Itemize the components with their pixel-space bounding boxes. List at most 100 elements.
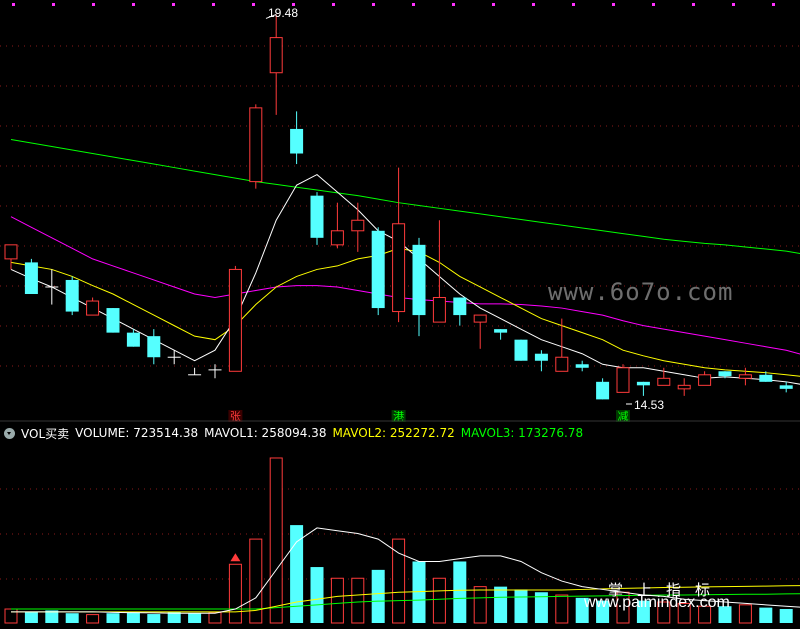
top-marker-dot xyxy=(332,3,335,6)
top-marker-dot xyxy=(692,3,695,6)
mavol-white-line xyxy=(11,527,800,614)
candle-body xyxy=(269,37,283,74)
moving-average-lines xyxy=(10,138,800,385)
candle-body xyxy=(514,339,528,361)
signal-label: 减 xyxy=(618,410,629,423)
candle-body xyxy=(616,367,630,393)
candle-body xyxy=(555,356,569,372)
volume-bar xyxy=(147,614,161,623)
top-marker-dot xyxy=(652,3,655,6)
candle-body xyxy=(310,195,324,238)
volume-bar xyxy=(4,608,18,624)
volume-bar xyxy=(779,609,793,623)
volume-bar xyxy=(167,611,181,623)
candle-body xyxy=(453,297,467,316)
candle-body xyxy=(759,374,773,382)
watermark-6o7o: www.6o7o.com xyxy=(548,278,734,306)
volume-bar xyxy=(126,612,140,623)
volume-bar xyxy=(718,606,732,623)
volume-bar xyxy=(86,614,100,624)
candle-body xyxy=(24,262,38,295)
mavol2-value: MAVOL2: 252272.72 xyxy=(332,426,455,440)
candle-body xyxy=(106,308,120,333)
candle-body xyxy=(126,332,140,347)
top-marker-dot xyxy=(172,3,175,6)
top-marker-dot xyxy=(92,3,95,6)
volume-bar xyxy=(534,592,548,623)
candle-body xyxy=(432,297,446,323)
volume-bar xyxy=(392,538,406,624)
volume-bar xyxy=(473,586,487,624)
top-marker-dot xyxy=(52,3,55,6)
ma-white-line xyxy=(10,173,800,385)
volume-bar xyxy=(208,611,222,624)
top-marker-dot xyxy=(372,3,375,6)
volume-bar xyxy=(759,607,773,623)
top-marker-dot xyxy=(732,3,735,6)
volume-indicator-header: VOL买卖 VOLUME: 723514.38 MAVOL1: 258094.3… xyxy=(4,425,589,441)
top-marker-dot xyxy=(292,3,295,6)
ma-green-line xyxy=(10,138,800,255)
volume-bar xyxy=(636,600,650,623)
top-marker-dot xyxy=(132,3,135,6)
volume-bar xyxy=(228,563,242,624)
volume-bar xyxy=(677,602,691,624)
top-marker-dot xyxy=(572,3,575,6)
candle-body xyxy=(371,230,385,309)
candlestick-series xyxy=(4,14,793,400)
candle-body xyxy=(330,230,344,246)
signal-label: 港 xyxy=(393,410,404,423)
volume-bar xyxy=(45,610,59,623)
volume-bar xyxy=(412,561,426,623)
top-marker-dot xyxy=(612,3,615,6)
volume-bar xyxy=(249,538,263,624)
volume-bar xyxy=(330,577,344,624)
collapse-icon[interactable] xyxy=(4,427,15,439)
signal-label: 张 xyxy=(230,410,241,423)
breakout-arrow-icon xyxy=(230,553,241,562)
candle-body xyxy=(249,107,263,183)
volume-bar xyxy=(738,604,752,624)
top-marker-dot xyxy=(252,3,255,6)
ma-magenta-line xyxy=(10,216,800,355)
volume-bar xyxy=(657,601,671,624)
signal-markers: 张港减 xyxy=(228,410,630,423)
volume-bar xyxy=(106,613,120,623)
candle-body xyxy=(494,329,508,333)
price-grid xyxy=(0,3,800,580)
volume-bar xyxy=(269,457,283,624)
candle-body xyxy=(718,371,732,377)
signal-badge xyxy=(228,410,243,422)
candle-body xyxy=(677,384,691,390)
high-pointer xyxy=(265,13,277,19)
candle-body xyxy=(392,223,406,313)
high-price-label: 19.48 xyxy=(268,6,298,20)
volume-bar xyxy=(555,594,569,624)
volume-bar xyxy=(596,600,610,623)
candle-body xyxy=(147,336,161,358)
watermark-brand: 掌上指标 xyxy=(608,581,725,599)
volume-bars xyxy=(4,457,793,624)
ma-yellow-line xyxy=(10,247,800,377)
candle-body xyxy=(698,374,712,386)
mavol-green-line xyxy=(11,593,800,610)
volume-bar xyxy=(698,605,712,624)
candle-body xyxy=(4,244,18,260)
candle-body xyxy=(351,219,365,232)
candle-body xyxy=(779,385,793,389)
mavol-yellow-line xyxy=(11,585,800,613)
mavol3-value: MAVOL3: 173276.78 xyxy=(460,426,584,440)
candle-body xyxy=(575,364,589,368)
volume-bar xyxy=(494,586,508,623)
candle-body xyxy=(596,381,610,400)
indicator-name[interactable]: VOL买卖 xyxy=(21,426,70,441)
signal-badge xyxy=(616,410,630,422)
candle-body xyxy=(657,377,671,386)
top-marker-dot xyxy=(772,3,775,6)
candle-body xyxy=(473,314,487,323)
candle-body xyxy=(290,128,304,154)
top-marker-dot xyxy=(532,3,535,6)
volume-bar xyxy=(65,613,79,623)
candle-body xyxy=(228,268,242,372)
